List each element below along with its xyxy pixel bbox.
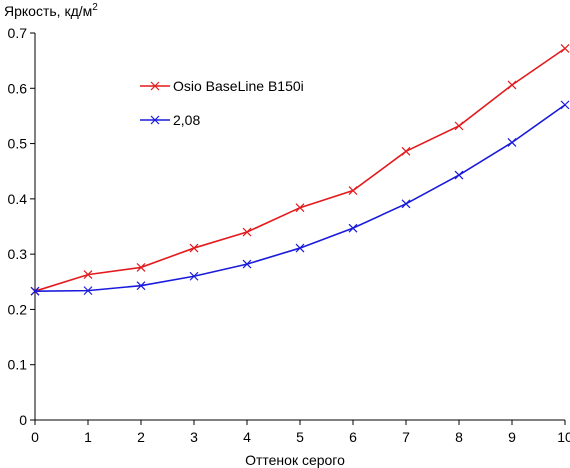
legend: Osio BaseLine B150i 2,08 xyxy=(140,78,304,128)
y-tick-label: 0.6 xyxy=(8,80,28,96)
data-point xyxy=(242,259,252,269)
data-point xyxy=(560,44,570,53)
x-tick-label: 9 xyxy=(508,429,516,445)
legend-entry-2: 2,08 xyxy=(140,112,200,128)
data-point xyxy=(348,186,358,195)
data-point xyxy=(348,223,358,233)
y-tick-label: 0.5 xyxy=(8,136,28,152)
x-tick-label: 10 xyxy=(557,429,570,445)
y-tick-label: 0.7 xyxy=(8,25,28,41)
y-tick-label: 0.2 xyxy=(8,301,28,317)
data-point xyxy=(136,262,146,272)
series-group xyxy=(30,44,570,296)
legend-marker xyxy=(150,115,160,125)
x-tick-label: 4 xyxy=(243,429,251,445)
x-tick-label: 1 xyxy=(84,429,92,445)
data-point xyxy=(295,203,305,213)
legend-marker xyxy=(150,81,160,91)
series-line xyxy=(34,104,566,292)
data-point xyxy=(507,80,517,90)
x-tick-label: 0 xyxy=(31,429,39,445)
y-axis-title: Яркость, кд/м2 xyxy=(4,2,98,19)
data-point xyxy=(401,199,411,209)
data-point xyxy=(30,286,40,296)
data-point xyxy=(454,121,464,131)
x-tick-label: 7 xyxy=(402,429,410,445)
x-axis-title: Оттенок серого xyxy=(245,452,345,468)
data-point xyxy=(136,281,146,291)
data-point xyxy=(83,270,93,280)
data-point xyxy=(295,243,305,253)
y-tick-label: 0.3 xyxy=(8,246,28,262)
data-point xyxy=(454,170,464,180)
data-point xyxy=(401,146,411,156)
data-point xyxy=(560,100,570,110)
x-tick-label: 2 xyxy=(137,429,145,445)
x-tick-label: 5 xyxy=(296,429,304,445)
x-tick-label: 6 xyxy=(349,429,357,445)
y-tick-label: 0.1 xyxy=(8,357,28,373)
legend-label: Osio BaseLine B150i xyxy=(173,78,304,94)
data-point xyxy=(189,271,199,281)
data-point xyxy=(242,227,252,237)
x-tick-label: 8 xyxy=(455,429,463,445)
y-tick-label: 0 xyxy=(19,412,27,428)
axes: 0 0.1 0.2 0.3 0.4 0.5 0.6 0.7 0 1 2 3 4 5 6 7 8 9 10 xyxy=(8,25,570,445)
data-point xyxy=(83,286,93,296)
data-point xyxy=(507,138,517,147)
series-2 xyxy=(30,100,570,296)
y-tick-label: 0.4 xyxy=(8,191,28,207)
legend-label: 2,08 xyxy=(173,112,200,128)
x-tick-label: 3 xyxy=(190,429,198,445)
data-point xyxy=(189,243,199,253)
legend-entry-1: Osio BaseLine B150i xyxy=(140,78,304,94)
